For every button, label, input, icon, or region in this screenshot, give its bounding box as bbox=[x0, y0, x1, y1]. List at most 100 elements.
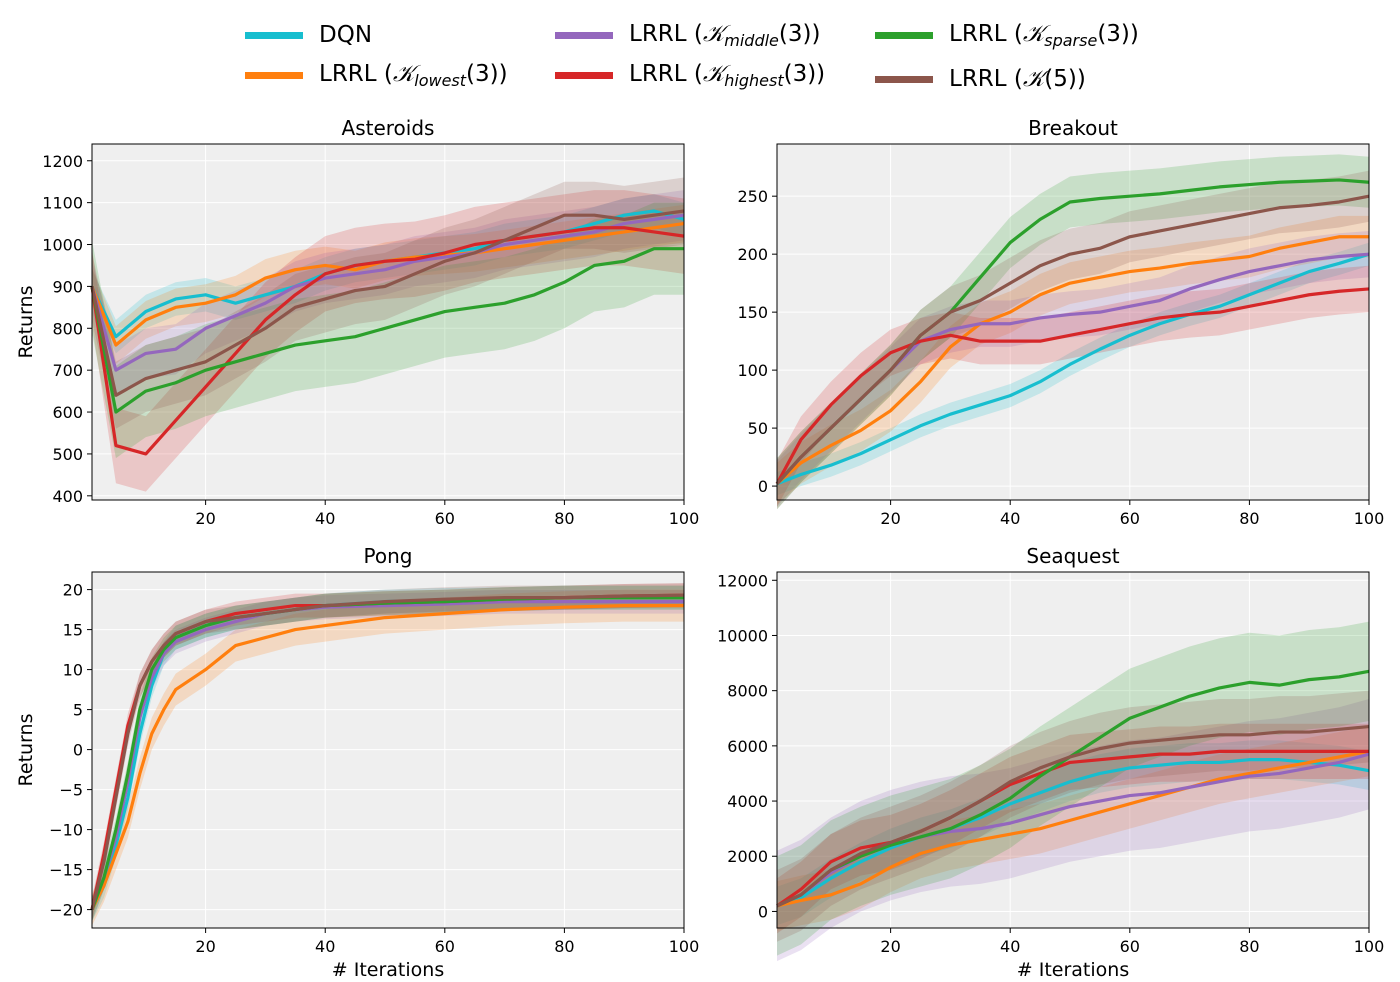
y-tick-label: 100 bbox=[737, 361, 768, 380]
series-line-LRRL_lowest bbox=[776, 749, 1370, 908]
legend-item-lrrl-sparse: LRRL (𝒦sparse(3)) bbox=[875, 18, 1139, 52]
legend-label-dqn: DQN bbox=[319, 22, 373, 48]
chart-pong: 20 40 60 80 100 −20 −15 −10 −5 0 5 10 15 20 Pong # Iter… bbox=[15, 544, 699, 981]
band-LRRL_sparse bbox=[777, 621, 1369, 956]
x-tick-label: 100 bbox=[1354, 509, 1385, 528]
band-LRRL_lowest bbox=[777, 215, 1369, 505]
legend-label-lrrl-sparse: LRRL (𝒦sparse(3)) bbox=[949, 20, 1139, 50]
y-axis-label: Returns bbox=[15, 714, 37, 787]
x-tick-label: 20 bbox=[880, 509, 900, 528]
y-tick-label: 5 bbox=[73, 701, 83, 720]
plot-frame bbox=[776, 571, 1370, 929]
y-tick-label: 2000 bbox=[727, 847, 768, 866]
legend-swatch-lrrl-k5 bbox=[875, 75, 933, 83]
series-line-LRRL_sparse bbox=[90, 247, 684, 414]
series-line-LRRL_lowest bbox=[90, 603, 684, 911]
legend-swatch-lrrl-middle bbox=[555, 31, 613, 39]
x-tick-label: 100 bbox=[669, 509, 700, 528]
y-tick-label: −20 bbox=[49, 901, 83, 920]
band-LRRL_sparse bbox=[777, 154, 1369, 510]
y-tick-label: 50 bbox=[748, 419, 768, 438]
series-line-LRRL_K5 bbox=[90, 593, 685, 910]
x-tick-label: 80 bbox=[554, 937, 574, 956]
chart-seaquest: 20 40 60 80 100 0 2000 4000 6000 8000 10000 12000 Se… bbox=[717, 544, 1384, 981]
y-tick-label: 200 bbox=[737, 245, 768, 264]
series-line-LRRL_lowest bbox=[775, 235, 1369, 485]
x-tick-label: 80 bbox=[1239, 937, 1259, 956]
legend-swatch-lrrl-highest bbox=[555, 71, 613, 79]
y-tick-label: 900 bbox=[52, 277, 83, 296]
y-tick-label: 700 bbox=[52, 361, 83, 380]
plot-frame bbox=[776, 143, 1370, 501]
series-line-LRRL_middle bbox=[90, 599, 684, 911]
series-line-LRRL_highest bbox=[90, 226, 685, 456]
y-tick-label: 0 bbox=[758, 477, 768, 496]
y-tick-label: 4000 bbox=[727, 792, 768, 811]
chart-title: Breakout bbox=[1028, 116, 1118, 140]
legend-item-lrrl-lowest: LRRL (𝒦lowest(3)) bbox=[245, 58, 508, 92]
series-line-DQN bbox=[776, 758, 1370, 908]
series-line-LRRL_highest bbox=[776, 749, 1369, 908]
band-LRRL_highest bbox=[92, 190, 684, 492]
x-tick-label: 100 bbox=[669, 937, 700, 956]
legend-label-lrrl-lowest: LRRL (𝒦lowest(3)) bbox=[319, 60, 508, 90]
legend-label-lrrl-k5: LRRL (𝒦(5)) bbox=[949, 66, 1086, 92]
x-tick-label: 40 bbox=[315, 509, 335, 528]
chart-title: Seaquest bbox=[1026, 544, 1119, 568]
legend-swatch-lrrl-lowest bbox=[245, 71, 303, 79]
x-tick-label: 60 bbox=[435, 509, 455, 528]
legend-item-dqn: DQN bbox=[245, 18, 372, 52]
y-tick-label: 6000 bbox=[727, 737, 768, 756]
plot-area bbox=[777, 144, 1369, 500]
y-tick-label: 250 bbox=[737, 187, 768, 206]
y-tick-label: 150 bbox=[737, 303, 768, 322]
x-tick-label: 20 bbox=[880, 937, 900, 956]
x-tick-label: 80 bbox=[1239, 509, 1259, 528]
y-tick-label: −10 bbox=[49, 821, 83, 840]
y-tick-label: 1100 bbox=[42, 194, 83, 213]
legend-item-lrrl-k5: LRRL (𝒦(5)) bbox=[875, 62, 1086, 96]
legend-item-lrrl-middle: LRRL (𝒦middle(3)) bbox=[555, 18, 820, 52]
y-tick-label: 20 bbox=[63, 581, 83, 600]
y-tick-label: 800 bbox=[52, 319, 83, 338]
y-axis-label: Returns bbox=[15, 286, 37, 359]
x-tick-label: 60 bbox=[435, 937, 455, 956]
x-tick-label: 20 bbox=[195, 937, 215, 956]
chart-breakout: 20 40 60 80 100 0 50 100 150 200 250 Breakout bbox=[737, 116, 1384, 528]
y-tick-label: 0 bbox=[73, 741, 83, 760]
legend: DQN LRRL (𝒦lowest(3)) LRRL (𝒦middle(3)) … bbox=[0, 0, 1400, 110]
legend-label-lrrl-highest: LRRL (𝒦highest(3)) bbox=[629, 60, 826, 90]
y-tick-label: 15 bbox=[63, 621, 83, 640]
legend-swatch-lrrl-sparse bbox=[875, 31, 933, 39]
chart-title: Pong bbox=[364, 544, 413, 568]
y-tick-label: −5 bbox=[59, 781, 83, 800]
y-tick-label: 0 bbox=[758, 902, 768, 921]
y-tick-label: 8000 bbox=[727, 682, 768, 701]
band-LRRL_middle bbox=[777, 230, 1369, 507]
y-tick-label: 400 bbox=[52, 487, 83, 506]
y-tick-label: 500 bbox=[52, 445, 83, 464]
band-LRRL_K5 bbox=[777, 690, 1369, 942]
x-tick-label: 100 bbox=[1354, 937, 1385, 956]
x-tick-label: 60 bbox=[1120, 509, 1140, 528]
x-tick-label: 40 bbox=[315, 937, 335, 956]
band-LRRL_highest bbox=[777, 265, 1369, 507]
plot-area bbox=[92, 144, 684, 500]
series-line-LRRL_middle bbox=[90, 213, 685, 372]
x-tick-label: 80 bbox=[554, 509, 574, 528]
legend-label-lrrl-middle: LRRL (𝒦middle(3)) bbox=[629, 20, 821, 50]
band-DQN bbox=[777, 740, 1369, 926]
y-tick-label: 10000 bbox=[717, 626, 768, 645]
x-tick-label: 20 bbox=[195, 509, 215, 528]
band-LRRL_highest bbox=[777, 723, 1369, 934]
legend-item-lrrl-highest: LRRL (𝒦highest(3)) bbox=[555, 58, 825, 92]
y-tick-label: 600 bbox=[52, 403, 83, 422]
plot-frame bbox=[91, 143, 685, 501]
series-line-LRRL_highest bbox=[775, 287, 1370, 485]
x-tick-label: 40 bbox=[1000, 937, 1020, 956]
x-axis-label: # Iterations bbox=[332, 959, 444, 981]
band-LRRL_middle bbox=[777, 698, 1369, 962]
chart-asteroids: 20 40 60 80 100 400 500 600 700 800 900 1000 1100 120… bbox=[15, 116, 699, 528]
y-tick-label: −15 bbox=[49, 861, 83, 880]
